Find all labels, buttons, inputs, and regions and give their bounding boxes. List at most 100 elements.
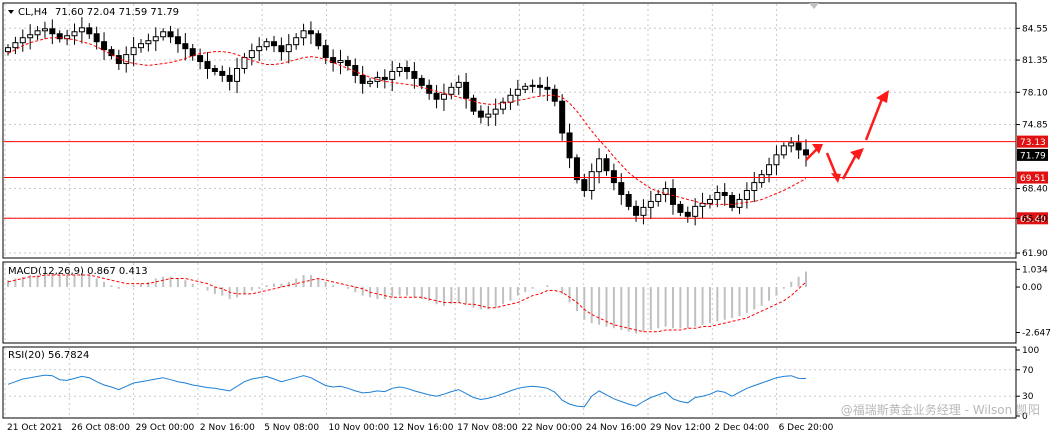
candle-body	[27, 34, 34, 39]
candle-body	[677, 203, 684, 213]
candle-body	[322, 45, 329, 59]
x-tick-label: 29 Oct 00:00	[136, 423, 195, 433]
price-level-badge	[1017, 212, 1048, 225]
x-tick-label: 26 Oct 08:00	[71, 423, 130, 433]
candle-body	[19, 37, 26, 44]
candle-body	[625, 193, 632, 207]
forecast-arrow-up-3-head	[876, 90, 889, 103]
candle-body	[160, 31, 167, 38]
price-level-badge	[1017, 135, 1048, 148]
candle-body	[56, 33, 63, 40]
candle-body	[522, 85, 529, 90]
candle-body	[285, 44, 292, 53]
x-tick-label: 17 Nov 08:00	[457, 423, 518, 433]
candle-body	[263, 41, 270, 48]
candle-body	[647, 200, 654, 208]
x-tick-label: 22 Nov 00:00	[521, 423, 582, 433]
candle-body	[315, 33, 322, 47]
forecast-arrow-up-3	[864, 98, 884, 141]
macd-series	[7, 271, 807, 334]
candle-body	[211, 67, 218, 72]
forecast-arrow-down-head	[831, 173, 841, 183]
rsi-title: RSI(20) 56.7824	[8, 350, 89, 361]
x-tick-label: 10 Nov 00:00	[329, 423, 390, 433]
candle-body	[788, 142, 795, 147]
candle-body	[448, 86, 455, 95]
candle-body	[729, 194, 736, 208]
candle-body	[559, 100, 566, 134]
candle-body	[78, 27, 85, 33]
price-tick-label: 81.35	[1022, 56, 1048, 66]
x-tick-label: 6 Dec 20:00	[779, 423, 834, 433]
macd-title: MACD(12,26,9) 0.867 0.413	[8, 266, 148, 277]
axis-labels: 21 Oct 2021 26 Oct 08:00 29 Oct 00:00 2 Nov…	[7, 24, 1051, 433]
candle-body	[455, 81, 462, 88]
price-tick-label: 68.40	[1022, 185, 1048, 195]
candle-body	[167, 31, 174, 38]
candle-body	[293, 37, 300, 46]
candle-body	[307, 30, 314, 35]
macd-panel-frame	[2, 261, 1017, 344]
candle-body	[189, 48, 196, 57]
candle-body	[633, 205, 640, 216]
price-level-label: 69.51	[1020, 174, 1046, 184]
rsi-series	[7, 374, 807, 408]
candle-body	[241, 57, 248, 69]
macd-tick-label: 0.00	[1022, 283, 1042, 293]
candle-body	[101, 41, 108, 51]
candle-body	[123, 54, 130, 65]
candle-body	[684, 211, 691, 217]
candle-body	[93, 33, 100, 43]
candle-body	[529, 84, 536, 87]
x-tick-label: 24 Nov 16:00	[586, 423, 647, 433]
candle-body	[692, 205, 699, 217]
candle-body	[500, 101, 507, 110]
forecast-arrow-up-1	[805, 147, 819, 161]
candle-body	[485, 113, 492, 118]
price-panel-frame	[2, 2, 1017, 259]
symbol-dropdown-icon[interactable]	[8, 10, 14, 14]
candle-body	[640, 206, 647, 216]
candle-body	[108, 49, 115, 57]
candle-body	[396, 66, 403, 72]
scroll-marker-icon[interactable]	[809, 3, 819, 9]
moving-average-line	[7, 37, 807, 205]
candle-body	[344, 60, 351, 67]
price-level-label: 73.13	[1020, 138, 1046, 148]
candle-body	[330, 57, 337, 64]
candle-body	[603, 158, 610, 172]
candle-body	[721, 192, 728, 196]
candle-body	[130, 47, 137, 56]
rsi-tick-label: 30	[1022, 392, 1034, 402]
candle-body	[477, 110, 484, 118]
candle-body	[278, 45, 285, 53]
candle-body	[758, 174, 765, 184]
candle-body	[463, 81, 470, 99]
rsi-tick-label: 0	[1022, 412, 1028, 422]
rsi-panel-frame	[2, 346, 1017, 419]
current-price-label: 71.79	[1020, 151, 1046, 161]
rsi-tick-label: 100	[1022, 346, 1039, 356]
price-tick-label: 61.90	[1022, 249, 1048, 259]
current-price-badge	[1017, 148, 1048, 161]
candle-body	[86, 27, 93, 35]
candle-body	[795, 142, 802, 151]
candle-body	[514, 88, 521, 96]
candle-body	[381, 76, 388, 80]
forecast-arrows	[805, 90, 889, 183]
candle-body	[219, 70, 226, 76]
price-tick-label: 74.85	[1022, 121, 1048, 131]
candle-body	[248, 50, 255, 59]
price-level-label: 65.40	[1020, 215, 1046, 225]
candle-body	[152, 36, 159, 42]
x-tick-label: 2 Nov 16:00	[200, 423, 255, 433]
candle-body	[507, 94, 514, 103]
candle-body	[197, 55, 204, 63]
candle-body	[706, 198, 713, 204]
candle-body	[300, 30, 307, 39]
x-tick-label: 12 Nov 16:00	[393, 423, 454, 433]
x-tick-label: 29 Nov 12:00	[650, 423, 711, 433]
candle-body	[662, 188, 669, 195]
candle-body	[337, 60, 344, 64]
